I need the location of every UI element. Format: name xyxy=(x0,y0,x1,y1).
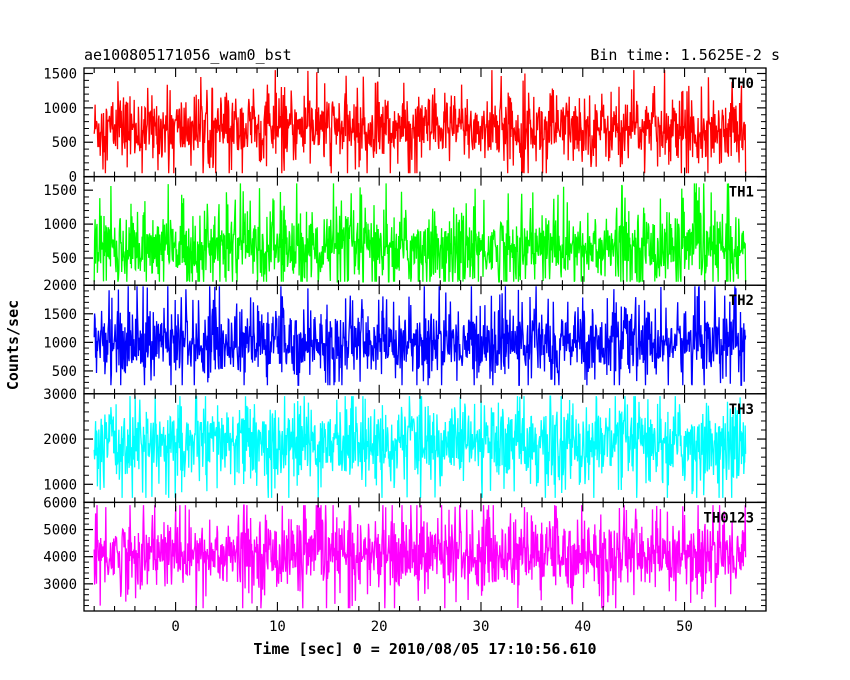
y-tick-label: 2000 xyxy=(43,432,77,448)
x-tick-label: 50 xyxy=(676,619,693,635)
panel-label: TH3 xyxy=(729,402,754,418)
y-tick-label: 0 xyxy=(69,170,77,186)
panel-label: TH2 xyxy=(729,293,754,309)
series-trace-th1 xyxy=(93,183,747,283)
x-tick-label: 0 xyxy=(171,619,179,635)
y-tick-label: 1000 xyxy=(43,335,77,351)
y-axis-title: Counts/sec xyxy=(4,300,22,390)
y-tick-label: 2000 xyxy=(43,278,77,294)
x-axis-title: Time [sec] 0 = 2010/08/05 17:10:56.610 xyxy=(253,640,596,658)
y-tick-label: 1500 xyxy=(43,66,77,82)
panel-label: TH0123 xyxy=(703,510,754,526)
y-tick-label: 500 xyxy=(52,135,77,151)
x-tick-label: 10 xyxy=(269,619,286,635)
series-trace-th2 xyxy=(93,286,747,386)
y-tick-label: 4000 xyxy=(43,550,77,566)
panel-th2: 500 1000 1500 2000 TH2 xyxy=(43,278,767,395)
y-tick-label: 5000 xyxy=(43,523,77,539)
panel-th3: 1000 2000 3000 TH3 xyxy=(43,387,767,504)
y-tick-label: 1000 xyxy=(43,101,77,117)
y-tick-label: 1000 xyxy=(43,477,77,493)
series-trace-th3 xyxy=(93,395,747,498)
panel-th1: 500 1000 1500 TH1 xyxy=(43,175,767,286)
y-tick-label: 1500 xyxy=(43,183,77,199)
y-tick-label: 3000 xyxy=(43,577,77,593)
panel-label: TH1 xyxy=(729,185,754,201)
y-tick-label: 1500 xyxy=(43,307,77,323)
y-tick-label: 3000 xyxy=(43,387,77,403)
panel-label: TH0 xyxy=(729,76,754,92)
panel-th0123: 3000 4000 5000 6000 TH0123 xyxy=(43,495,767,612)
chart-title: ae100805171056_wam0_bst xyxy=(84,46,292,64)
panel-th0: 0 500 1000 1500 TH0 xyxy=(43,66,767,186)
series-trace-th0 xyxy=(93,70,747,174)
x-tick-label: 30 xyxy=(473,619,490,635)
y-tick-label: 500 xyxy=(52,251,77,267)
y-tick-label: 6000 xyxy=(43,495,77,511)
series-trace-th0123 xyxy=(93,504,747,609)
y-tick-label: 1000 xyxy=(43,217,77,233)
x-tick-label: 20 xyxy=(371,619,388,635)
x-tick-label: 40 xyxy=(574,619,591,635)
bin-time-label: Bin time: 1.5625E-2 s xyxy=(590,46,780,64)
y-tick-label: 500 xyxy=(52,364,77,380)
